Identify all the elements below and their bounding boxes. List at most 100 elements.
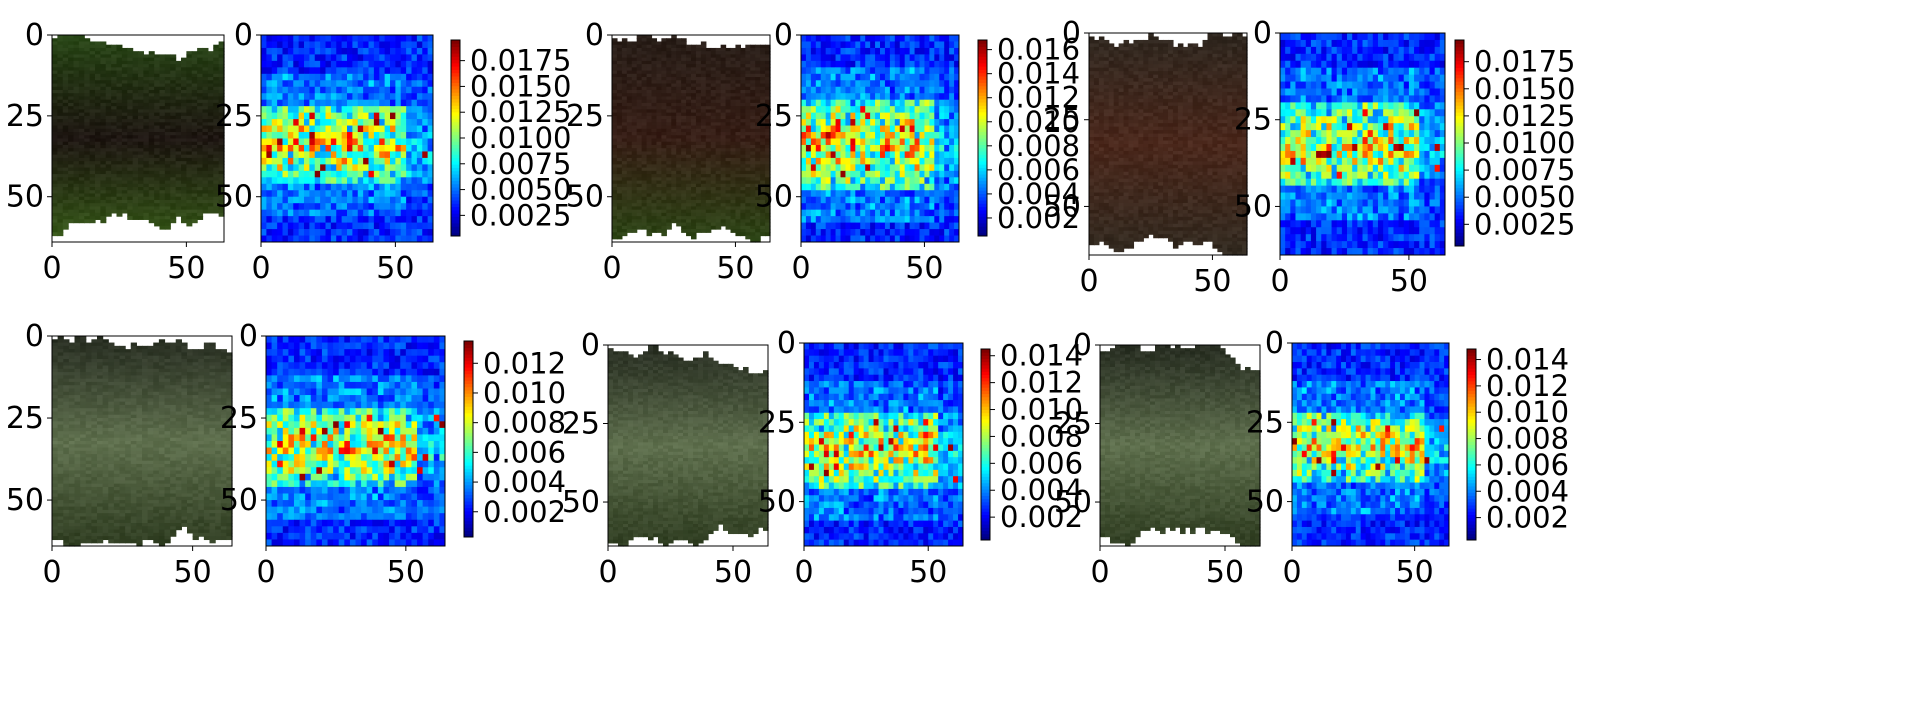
heatmap-cell [336, 93, 342, 100]
heatmap-cell [401, 229, 407, 236]
heatmap-cell [801, 54, 806, 61]
heatmap-cell [369, 184, 375, 191]
heatmap-cell [390, 164, 396, 171]
heatmap-cell [369, 203, 375, 210]
heatmap-cell [261, 132, 267, 139]
heatmap-cell [288, 126, 294, 133]
heatmap-cell [401, 145, 407, 152]
heatmap-cell [417, 151, 423, 158]
heatmap-cell [293, 67, 299, 74]
heatmap-cell [406, 87, 412, 94]
heatmap-cell [924, 74, 929, 81]
heatmap-cell [836, 61, 841, 68]
heatmap-cell [395, 151, 401, 158]
heatmap-cell [422, 113, 428, 120]
heatmap-cell [363, 80, 369, 87]
heatmap-cell [905, 74, 910, 81]
heatmap-xtick-label: 50 [376, 251, 414, 286]
heatmap-cell [929, 41, 934, 48]
heatmap-cell [406, 203, 412, 210]
heatmap-cell [401, 171, 407, 178]
heatmap-cell [266, 74, 272, 81]
heatmap-cell [412, 139, 418, 146]
heatmap-cell [865, 54, 870, 61]
image-pixel [652, 229, 658, 233]
heatmap-cell [369, 171, 375, 178]
heatmap-cell [358, 106, 364, 113]
heatmap-cell [315, 100, 321, 107]
heatmap-cell [374, 164, 380, 171]
heatmap-cell [288, 139, 294, 146]
heatmap-cell [304, 54, 310, 61]
heatmap-cell [406, 61, 412, 68]
heatmap-cell [885, 61, 890, 68]
heatmap-cell [885, 74, 890, 81]
heatmap-cell [309, 113, 315, 120]
heatmap-cell [283, 197, 289, 204]
heatmap-cell [379, 223, 385, 230]
heatmap-cell [374, 35, 380, 42]
heatmap-cell [363, 177, 369, 184]
heatmap-cell [905, 35, 910, 42]
heatmap-cell [352, 93, 358, 100]
heatmap-cell [293, 87, 299, 94]
heatmap-cell [326, 139, 332, 146]
heatmap-cell [369, 67, 375, 74]
heatmap-cell [385, 106, 391, 113]
heatmap-cell [422, 132, 428, 139]
heatmap-cell [422, 197, 428, 204]
heatmap-cell [374, 126, 380, 133]
heatmap-cell [309, 190, 315, 197]
heatmap-cell [299, 164, 305, 171]
heatmap-cell [288, 145, 294, 152]
heatmap-cell [395, 54, 401, 61]
heatmap-cell [905, 48, 910, 55]
heatmap-cell [929, 35, 934, 42]
heatmap-cell [395, 177, 401, 184]
image-pixel [721, 223, 727, 227]
heatmap-cell [288, 113, 294, 120]
heatmap-cell [326, 41, 332, 48]
heatmap-cell [363, 203, 369, 210]
heatmap-cell [347, 197, 353, 204]
heatmap-cell [347, 132, 353, 139]
heatmap-cell [369, 139, 375, 146]
heatmap-cell [293, 48, 299, 55]
image-pixel [186, 223, 192, 227]
heatmap-cell [347, 210, 353, 217]
heatmap-cell [326, 210, 332, 217]
heatmap-cell [390, 229, 396, 236]
heatmap-cell [801, 48, 806, 55]
heatmap-cell [299, 35, 305, 42]
heatmap-cell [261, 197, 267, 204]
colorbar-segment [451, 148, 460, 152]
heatmap-cell [390, 67, 396, 74]
heatmap-cell [315, 87, 321, 94]
heatmap-cell [395, 113, 401, 120]
heatmap-cell [326, 67, 332, 74]
heatmap-cell [309, 106, 315, 113]
heatmap-cell [277, 164, 283, 171]
heatmap-cell [304, 197, 310, 204]
heatmap-cell [406, 190, 412, 197]
heatmap-cell [363, 35, 369, 42]
heatmap-cell [272, 190, 278, 197]
heatmap-cell [336, 61, 342, 68]
heatmap-cell [272, 171, 278, 178]
heatmap-cell [347, 100, 353, 107]
heatmap-cell [390, 151, 396, 158]
heatmap-cell [390, 139, 396, 146]
heatmap-cell [860, 74, 865, 81]
heatmap-cell [283, 106, 289, 113]
heatmap-cell [315, 164, 321, 171]
heatmap-cell [406, 229, 412, 236]
heatmap-cell [369, 41, 375, 48]
heatmap-cell [309, 100, 315, 107]
heatmap-cell [299, 48, 305, 55]
heatmap-cell [385, 93, 391, 100]
heatmap-cell [885, 35, 890, 42]
heatmap-cell [374, 203, 380, 210]
image-pixel [745, 236, 751, 240]
heatmap-cell [385, 184, 391, 191]
heatmap-cell [331, 236, 337, 243]
